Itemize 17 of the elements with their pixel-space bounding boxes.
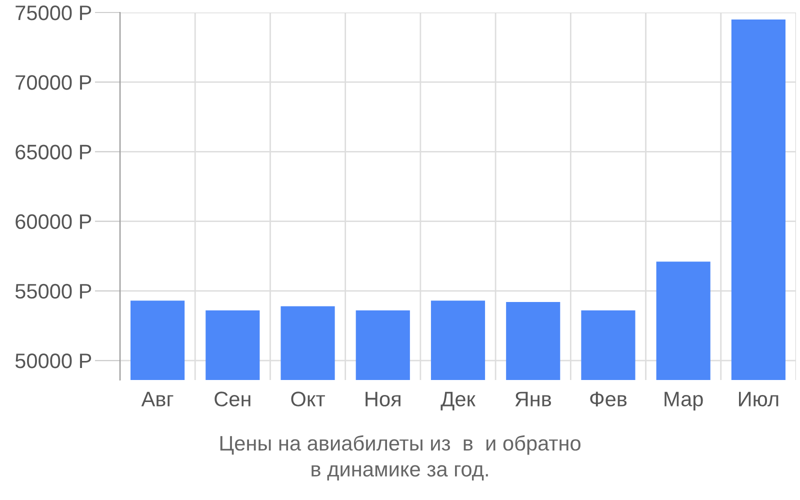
y-tick-label: 70000 Р bbox=[16, 75, 92, 90]
y-tick-label: 55000 Р bbox=[15, 284, 92, 299]
x-tick-label: Ноя bbox=[366, 392, 400, 406]
y-tick-label: 50000 Р bbox=[15, 354, 92, 368]
x-tick-label: Дек bbox=[440, 392, 476, 410]
x-tick-label: Фев bbox=[590, 392, 627, 406]
y-tick-label: 60000 Р bbox=[16, 214, 92, 230]
x-tick-label: Июл bbox=[739, 392, 778, 406]
x-tick-label: Сен bbox=[214, 392, 250, 406]
x-tick-label: Янв bbox=[515, 392, 552, 406]
y-tick-label: 75000 Р bbox=[16, 6, 92, 20]
x-tick-label: Окт bbox=[291, 392, 325, 406]
x-tick-label: Авг bbox=[141, 392, 174, 406]
text: Цены на авиабилеты из в и обратно bbox=[220, 435, 580, 455]
text: в динамике за год. bbox=[312, 465, 488, 481]
x-tick-label: Мар bbox=[664, 392, 703, 411]
y-tick-label: 65000 Р bbox=[16, 144, 92, 160]
